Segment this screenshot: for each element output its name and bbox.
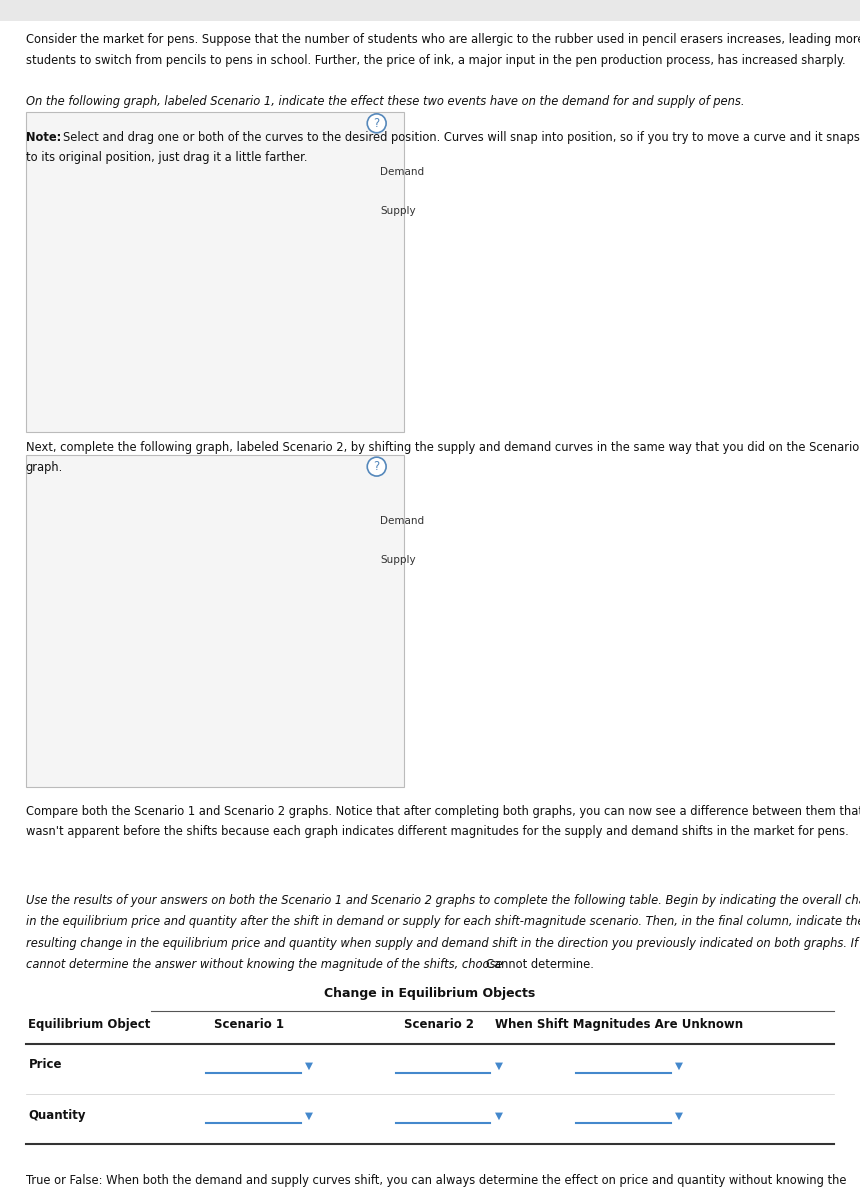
Text: Use the results of your answers on both the Scenario 1 and Scenario 2 graphs to : Use the results of your answers on both …: [26, 894, 860, 907]
Text: ?: ?: [373, 117, 380, 130]
Text: Compare both the Scenario 1 and Scenario 2 graphs. Notice that after completing : Compare both the Scenario 1 and Scenario…: [26, 805, 860, 818]
Text: graph.: graph.: [26, 461, 63, 474]
Text: On the following graph, labeled Scenario 1, indicate the effect these two events: On the following graph, labeled Scenario…: [26, 95, 744, 108]
Text: Demand: Demand: [380, 516, 424, 526]
Text: Supply: Supply: [380, 555, 415, 565]
Text: True or False: When both the demand and supply curves shift, you can always dete: True or False: When both the demand and …: [26, 1174, 846, 1187]
Title: Scenario 2: Scenario 2: [167, 484, 236, 497]
Text: resulting change in the equilibrium price and quantity when supply and demand sh: resulting change in the equilibrium pric…: [26, 937, 860, 950]
Text: Change in Equilibrium Objects: Change in Equilibrium Objects: [324, 987, 536, 1000]
Text: ▼: ▼: [675, 1111, 683, 1120]
Text: ?: ?: [373, 460, 380, 473]
Text: Supply: Supply: [163, 215, 199, 224]
Text: cannot determine the answer without knowing the magnitude of the shifts, choose: cannot determine the answer without know…: [26, 958, 506, 971]
Text: Demand: Demand: [161, 339, 205, 349]
Y-axis label: PRICE (Dollars per pen): PRICE (Dollars per pen): [52, 221, 62, 336]
Text: Next, complete the following graph, labeled Scenario 2, by shifting the supply a: Next, complete the following graph, labe…: [26, 441, 860, 454]
Title: Scenario 1: Scenario 1: [167, 135, 236, 148]
Text: ▼: ▼: [305, 1061, 313, 1070]
Text: When Shift Magnitudes Are Unknown: When Shift Magnitudes Are Unknown: [495, 1018, 743, 1031]
Text: students to switch from pencils to pens in school. Further, the price of ink, a : students to switch from pencils to pens …: [26, 54, 845, 67]
Text: Equilibrium Object: Equilibrium Object: [28, 1018, 150, 1031]
Text: Scenario 2: Scenario 2: [403, 1018, 474, 1031]
Text: Select and drag one or both of the curves to the desired position. Curves will s: Select and drag one or both of the curve…: [63, 131, 860, 144]
Text: wasn't apparent before the shifts because each graph indicates different magnitu: wasn't apparent before the shifts becaus…: [26, 825, 849, 838]
Text: in the equilibrium price and quantity after the shift in demand or supply for ea: in the equilibrium price and quantity af…: [26, 915, 860, 929]
Text: ▼: ▼: [494, 1111, 502, 1120]
Text: Consider the market for pens. Suppose that the number of students who are allerg: Consider the market for pens. Suppose th…: [26, 33, 860, 46]
Y-axis label: PRICE (Dollars per pen): PRICE (Dollars per pen): [52, 569, 62, 683]
X-axis label: QUANTITY (Millions of pens): QUANTITY (Millions of pens): [134, 776, 269, 786]
Text: Quantity: Quantity: [28, 1109, 86, 1122]
Text: Note:: Note:: [26, 131, 61, 144]
Text: to its original position, just drag it a little farther.: to its original position, just drag it a…: [26, 151, 307, 164]
Text: Supply: Supply: [163, 563, 199, 572]
Text: ▼: ▼: [675, 1061, 683, 1070]
Text: Demand: Demand: [380, 167, 424, 176]
Text: Supply: Supply: [380, 206, 415, 216]
Text: Scenario 1: Scenario 1: [214, 1018, 285, 1031]
Text: ▼: ▼: [305, 1111, 313, 1120]
Text: Price: Price: [28, 1058, 62, 1072]
Text: Demand: Demand: [161, 685, 205, 695]
Text: ▼: ▼: [494, 1061, 502, 1070]
Text: Cannot determine.: Cannot determine.: [486, 958, 593, 971]
